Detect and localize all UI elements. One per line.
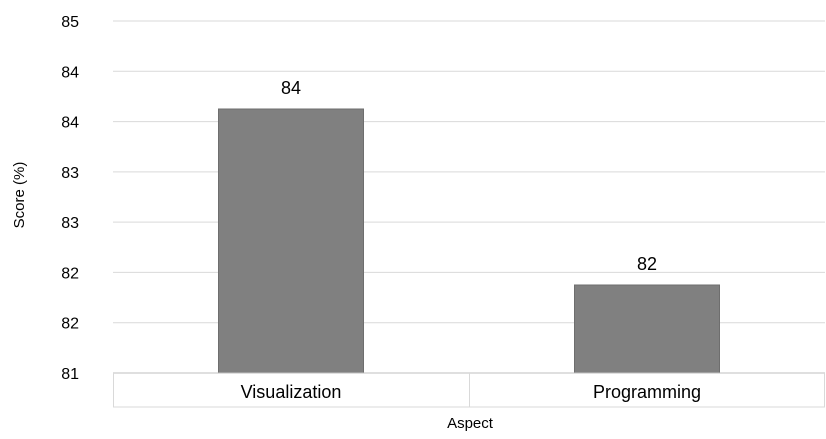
y-axis-title: Score (%) — [11, 162, 28, 229]
data-labels: 84 82 — [281, 78, 657, 274]
y-tick-label: 82 — [61, 265, 79, 282]
bars — [218, 108, 720, 374]
y-tick-label: 82 — [61, 316, 79, 333]
x-axis: Visualization Programming — [113, 372, 825, 408]
y-tick-label: 83 — [61, 215, 79, 232]
x-tick-label: Programming — [593, 382, 701, 402]
y-tick-label: 84 — [61, 115, 79, 132]
data-label: 82 — [637, 254, 657, 274]
bar-programming — [574, 284, 720, 374]
y-tick-label: 83 — [61, 165, 79, 182]
x-tick-label: Visualization — [241, 382, 342, 402]
y-tick-label: 81 — [61, 366, 79, 383]
y-tick-label: 85 — [61, 14, 79, 31]
y-axis-ticks: 81 82 82 83 83 84 84 85 — [61, 14, 79, 383]
x-axis-title: Aspect — [447, 415, 494, 432]
data-label: 84 — [281, 78, 301, 98]
bar-visualization — [218, 108, 364, 374]
y-tick-label: 84 — [61, 64, 79, 81]
